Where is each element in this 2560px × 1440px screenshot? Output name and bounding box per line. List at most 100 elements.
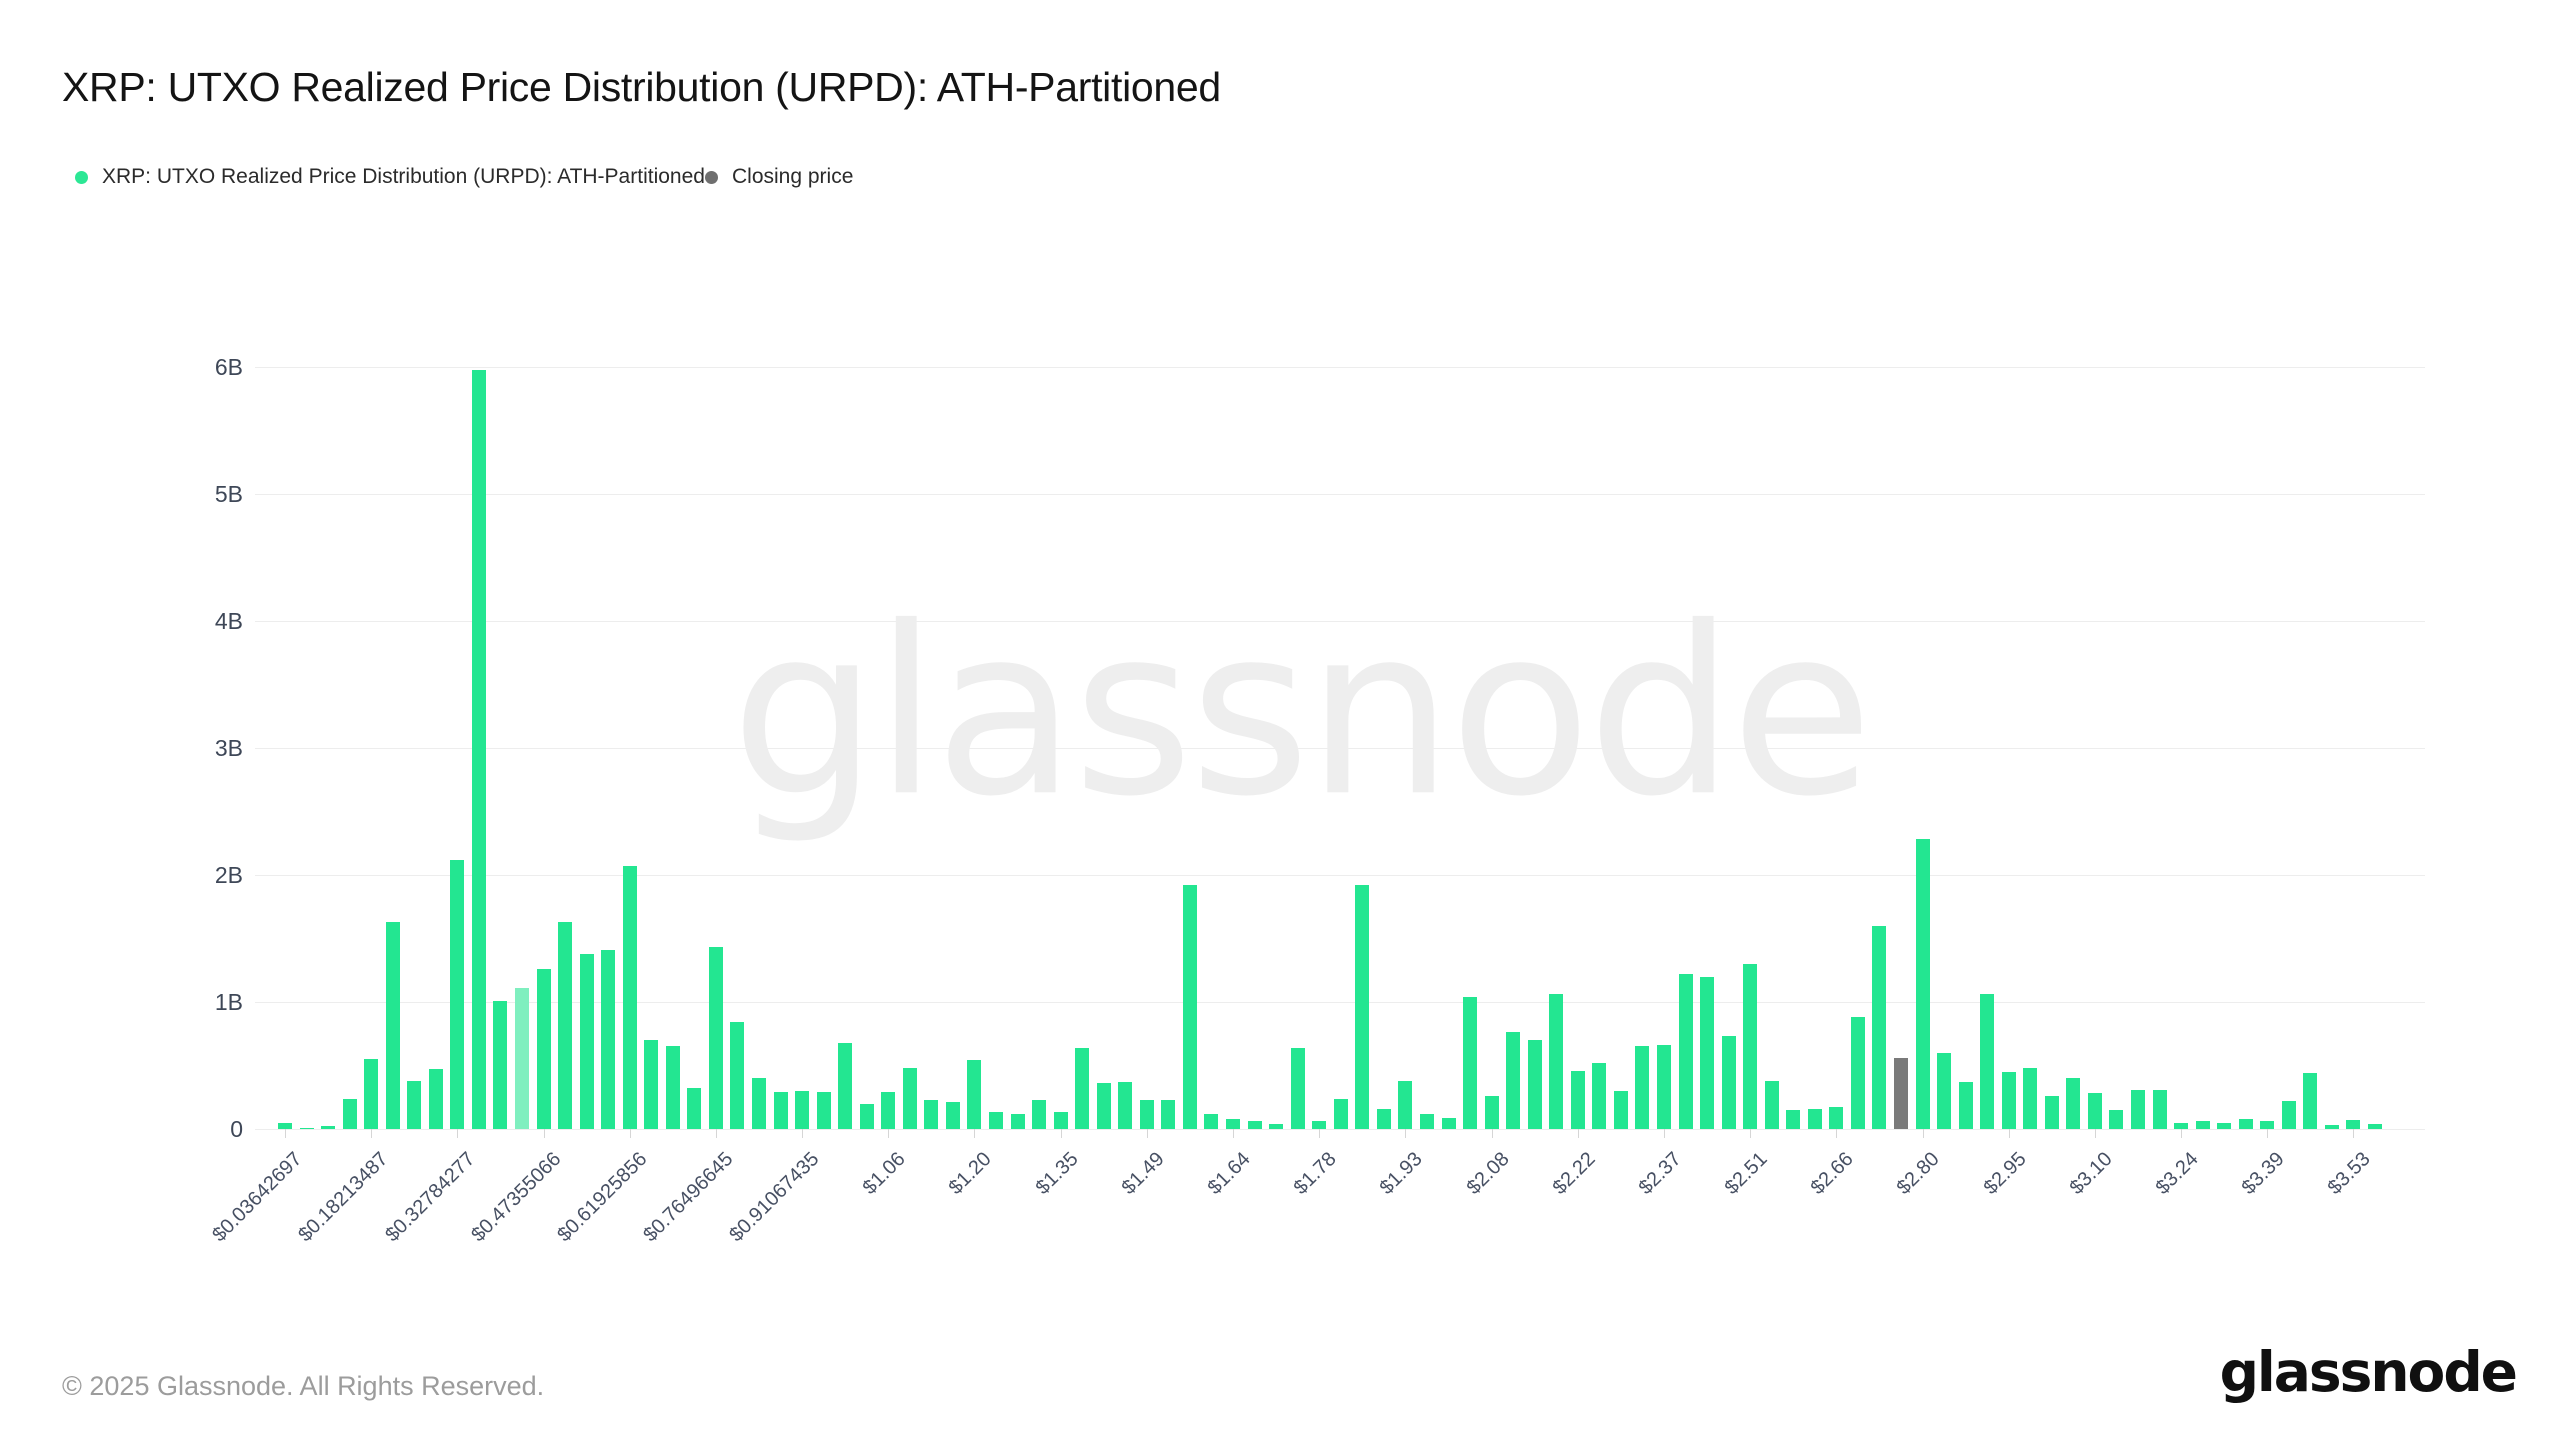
urpd-bar[interactable] — [1226, 1119, 1241, 1129]
urpd-bar[interactable] — [515, 988, 529, 1129]
urpd-bar[interactable] — [1376, 1109, 1391, 1129]
urpd-bar[interactable] — [881, 1092, 896, 1129]
urpd-bar[interactable] — [493, 1001, 508, 1129]
urpd-bar[interactable] — [2174, 1123, 2189, 1129]
urpd-bar[interactable] — [1937, 1053, 1952, 1129]
urpd-bar[interactable] — [838, 1043, 853, 1129]
urpd-bar[interactable] — [579, 954, 594, 1129]
urpd-bar[interactable] — [1613, 1091, 1628, 1129]
urpd-bar[interactable] — [1118, 1082, 1133, 1129]
urpd-bar[interactable] — [1032, 1100, 1047, 1129]
urpd-bar[interactable] — [945, 1102, 960, 1129]
urpd-bar[interactable] — [1506, 1032, 1521, 1129]
urpd-bar[interactable] — [644, 1040, 659, 1129]
urpd-bar[interactable] — [2217, 1123, 2232, 1129]
urpd-bar[interactable] — [1290, 1048, 1305, 1129]
urpd-bar[interactable] — [299, 1128, 314, 1129]
urpd-bar[interactable] — [364, 1059, 379, 1129]
urpd-bar[interactable] — [1850, 1017, 1865, 1129]
urpd-bar[interactable] — [1980, 994, 1995, 1129]
urpd-bar[interactable] — [2001, 1072, 2016, 1129]
urpd-bar[interactable] — [773, 1092, 788, 1129]
urpd-bar[interactable] — [730, 1022, 745, 1129]
urpd-bar[interactable] — [1570, 1071, 1585, 1129]
urpd-bar[interactable] — [342, 1099, 357, 1129]
urpd-bar[interactable] — [1053, 1112, 1068, 1129]
urpd-bar[interactable] — [1484, 1096, 1499, 1129]
urpd-bar[interactable] — [665, 1046, 680, 1129]
urpd-bar[interactable] — [1527, 1040, 1542, 1129]
urpd-bar[interactable] — [1247, 1121, 1262, 1129]
urpd-bar[interactable] — [967, 1060, 982, 1129]
urpd-bar[interactable] — [1764, 1081, 1779, 1129]
urpd-bar[interactable] — [1355, 885, 1370, 1129]
urpd-bar[interactable] — [558, 922, 573, 1129]
urpd-bar[interactable] — [1872, 926, 1887, 1129]
urpd-bar[interactable] — [536, 969, 551, 1129]
urpd-bar[interactable] — [1441, 1118, 1456, 1129]
urpd-bar[interactable] — [601, 950, 616, 1129]
urpd-bar[interactable] — [2044, 1096, 2059, 1129]
urpd-bar[interactable] — [385, 922, 400, 1129]
urpd-bar[interactable] — [1786, 1110, 1801, 1129]
urpd-bar[interactable] — [471, 370, 486, 1129]
urpd-bar[interactable] — [1721, 1036, 1736, 1129]
urpd-bar[interactable] — [2195, 1121, 2210, 1129]
urpd-bar[interactable] — [1958, 1082, 1973, 1129]
urpd-bar[interactable] — [752, 1078, 767, 1129]
closing-price-bar[interactable] — [1893, 1058, 1908, 1129]
urpd-bar[interactable] — [2130, 1090, 2145, 1129]
urpd-bar[interactable] — [407, 1081, 422, 1129]
urpd-bar[interactable] — [1678, 974, 1693, 1129]
urpd-bar[interactable] — [1010, 1114, 1025, 1129]
urpd-bar[interactable] — [1139, 1100, 1154, 1129]
urpd-bar[interactable] — [1398, 1081, 1413, 1129]
urpd-bar[interactable] — [2281, 1101, 2296, 1129]
urpd-bar[interactable] — [924, 1100, 939, 1129]
urpd-bar[interactable] — [1915, 839, 1930, 1129]
urpd-bar[interactable] — [1700, 977, 1715, 1129]
urpd-bar[interactable] — [2109, 1110, 2124, 1129]
urpd-bar[interactable] — [622, 866, 637, 1129]
urpd-bar[interactable] — [2238, 1119, 2253, 1129]
urpd-bar[interactable] — [1592, 1063, 1607, 1129]
urpd-bar[interactable] — [2303, 1073, 2318, 1129]
urpd-bar[interactable] — [708, 947, 723, 1129]
urpd-bar[interactable] — [687, 1088, 702, 1129]
urpd-bar[interactable] — [1204, 1114, 1219, 1129]
urpd-bar[interactable] — [1096, 1083, 1111, 1129]
urpd-bar[interactable] — [2087, 1093, 2102, 1129]
urpd-bar[interactable] — [989, 1112, 1004, 1129]
urpd-bar[interactable] — [816, 1092, 831, 1129]
urpd-bar[interactable] — [1419, 1114, 1434, 1129]
urpd-bar[interactable] — [795, 1091, 810, 1129]
urpd-bar[interactable] — [2346, 1120, 2361, 1129]
urpd-bar[interactable] — [2368, 1124, 2382, 1129]
urpd-bar[interactable] — [1333, 1099, 1348, 1129]
legend-item-urpd[interactable]: XRP: UTXO Realized Price Distribution (U… — [75, 162, 705, 192]
urpd-bar[interactable] — [2023, 1068, 2038, 1129]
urpd-bar[interactable] — [450, 860, 465, 1129]
urpd-bar[interactable] — [2324, 1125, 2339, 1129]
urpd-bar[interactable] — [2152, 1090, 2167, 1129]
urpd-bar[interactable] — [428, 1069, 443, 1129]
urpd-bar[interactable] — [1182, 885, 1197, 1129]
urpd-bar[interactable] — [2066, 1078, 2081, 1129]
urpd-bar[interactable] — [1269, 1124, 1284, 1129]
urpd-bar[interactable] — [1549, 994, 1564, 1129]
urpd-bar[interactable] — [321, 1126, 336, 1129]
urpd-bar[interactable] — [1312, 1121, 1327, 1129]
urpd-bar[interactable] — [1635, 1046, 1650, 1129]
legend-item-closing-price[interactable]: Closing price — [705, 162, 853, 192]
urpd-bar[interactable] — [859, 1104, 874, 1129]
urpd-bar[interactable] — [1075, 1048, 1090, 1129]
urpd-bar[interactable] — [1829, 1107, 1844, 1129]
urpd-bar[interactable] — [1743, 964, 1758, 1129]
urpd-bar[interactable] — [902, 1068, 917, 1129]
urpd-bar[interactable] — [278, 1123, 292, 1129]
urpd-bar[interactable] — [2260, 1121, 2275, 1129]
urpd-bar[interactable] — [1463, 997, 1478, 1129]
urpd-bar[interactable] — [1656, 1045, 1671, 1129]
urpd-bar[interactable] — [1161, 1100, 1176, 1129]
urpd-bar[interactable] — [1807, 1109, 1822, 1129]
